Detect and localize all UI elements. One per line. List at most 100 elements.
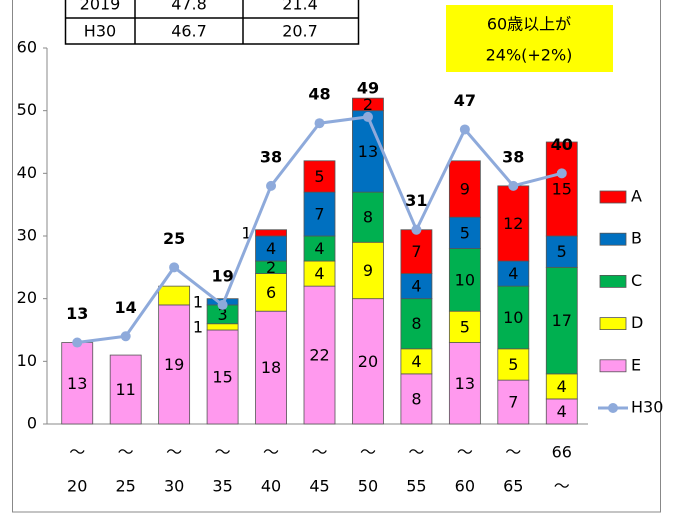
legend-marker <box>608 403 618 413</box>
line-label: 31 <box>405 191 427 210</box>
line-point <box>508 180 519 191</box>
data-label: 22 <box>309 346 329 365</box>
line-label: 47 <box>454 91 476 110</box>
data-label: 4 <box>411 277 421 296</box>
legend-swatch <box>599 274 627 288</box>
data-label: 8 <box>411 314 421 333</box>
y-tick-label: 50 <box>17 100 37 119</box>
x-tick-label: ～ <box>360 443 376 462</box>
bar-segment <box>255 229 287 237</box>
x-tick-label: ～ <box>311 443 327 462</box>
data-label: 6 <box>266 283 276 302</box>
data-label: 19 <box>164 355 184 374</box>
line-point <box>266 180 277 191</box>
data-label: 9 <box>363 261 373 280</box>
data-label: 4 <box>557 402 567 421</box>
data-label: 8 <box>411 389 421 408</box>
legend-label: E <box>631 355 641 374</box>
data-label: 13 <box>67 374 87 393</box>
x-tick-label: 66 <box>552 443 572 462</box>
data-label: 2 <box>266 258 276 277</box>
bar-segment <box>158 285 191 306</box>
bar-segment <box>545 266 578 375</box>
line-label: 49 <box>357 78 379 97</box>
bar-segment <box>497 260 530 287</box>
data-label: 9 <box>460 180 470 199</box>
line-point <box>120 331 131 342</box>
x-tick-label: ～ <box>215 443 231 462</box>
bar-segment <box>352 191 384 243</box>
data-label: 11 <box>116 380 136 399</box>
x-tick-label: 30 <box>164 477 184 496</box>
data-label: 18 <box>261 358 281 377</box>
data-label: 10 <box>455 270 475 289</box>
legend-label: D <box>631 313 643 332</box>
bar-segment <box>448 160 481 218</box>
bar-segment <box>448 248 481 312</box>
table: 2019 47.8 21.4 H30 46.7 20.7 <box>64 0 360 45</box>
bar-segment <box>400 229 433 275</box>
bar-segment <box>109 354 142 425</box>
table-cell: 46.7 <box>171 22 207 41</box>
table-cell: 21.4 <box>282 0 318 14</box>
annotation: 60歳以上が <box>487 15 571 34</box>
bar-segment <box>497 379 530 425</box>
x-tick-label: ～ <box>505 443 521 462</box>
line-point <box>217 299 228 310</box>
bar-segment <box>545 141 578 237</box>
line-label: 38 <box>502 147 524 166</box>
data-label: 1 <box>193 292 203 311</box>
data-label: 20 <box>358 352 378 371</box>
legend-swatch <box>599 359 627 373</box>
y-tick-label: 30 <box>17 226 37 245</box>
x-tick-label: 35 <box>212 477 232 496</box>
bar-segment <box>206 323 239 331</box>
x-tick-label: 20 <box>67 477 87 496</box>
x-tick-label: 65 <box>503 477 523 496</box>
data-label: 4 <box>508 264 518 283</box>
bar-segment <box>448 342 481 425</box>
table-cell: 20.7 <box>282 22 318 41</box>
bar-segment <box>303 160 336 193</box>
table-cell: 47.8 <box>171 0 207 14</box>
x-tick-label: ～ <box>408 443 424 462</box>
data-label: 5 <box>508 355 518 374</box>
bar-segment <box>158 304 191 425</box>
annotation: 24%(+2%) <box>486 46 573 65</box>
data-label: 4 <box>314 239 324 258</box>
bar-segment <box>206 329 239 425</box>
line-label: 19 <box>211 266 233 285</box>
line-point <box>411 224 422 235</box>
legend-label: C <box>631 271 642 290</box>
bar-segment <box>400 298 433 350</box>
bar-segment <box>400 273 433 300</box>
data-label: 7 <box>411 242 421 261</box>
x-tick-label: 40 <box>261 477 281 496</box>
data-label: 15 <box>212 368 232 387</box>
data-label: 1 <box>241 223 251 242</box>
data-label: 4 <box>557 377 567 396</box>
x-tick-label: ～ <box>457 443 473 462</box>
line-label: 40 <box>551 135 573 154</box>
data-label: 13 <box>358 142 378 161</box>
line-label: 13 <box>66 304 88 323</box>
x-tick-label: ～ <box>554 477 570 496</box>
bar-segment <box>303 191 336 237</box>
data-label: 17 <box>552 311 572 330</box>
y-tick-label: 10 <box>17 351 37 370</box>
line-point <box>556 168 567 179</box>
data-label: 7 <box>314 205 324 224</box>
line-label: 14 <box>115 298 137 317</box>
x-tick-label: 50 <box>358 477 378 496</box>
data-label: 3 <box>217 305 227 324</box>
bar-segment <box>400 348 433 375</box>
legend-swatch <box>599 190 627 204</box>
data-label: 7 <box>508 393 518 412</box>
bar-segment <box>545 373 578 400</box>
line-label: 25 <box>163 229 185 248</box>
data-label: 4 <box>411 352 421 371</box>
data-label: 5 <box>314 167 324 186</box>
legend-swatch <box>599 232 627 246</box>
line-point <box>72 337 83 348</box>
data-label: 1 <box>193 317 203 336</box>
